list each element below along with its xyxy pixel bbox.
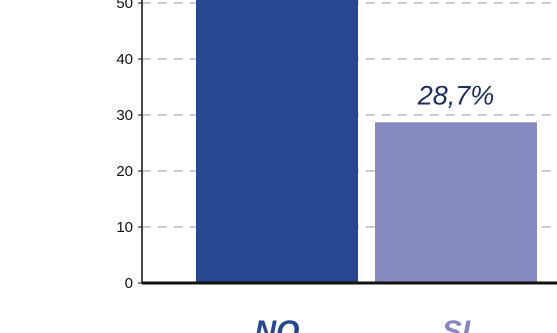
y-tick-label: 30 (116, 107, 133, 124)
bar-si (375, 122, 537, 283)
y-tick-label: 10 (116, 219, 133, 236)
bars (196, 0, 537, 283)
y-tick-label: 50 (116, 0, 133, 12)
y-tick-label: 40 (116, 51, 133, 68)
y-tick-label: 20 (116, 163, 133, 180)
axes (138, 0, 557, 285)
labels: 0 10 20 30 40 50 NO 28,7% SI (116, 0, 494, 333)
category-label: NO (255, 315, 300, 333)
data-label: 28,7% (417, 80, 495, 110)
y-tick-label: 0 (125, 275, 133, 292)
bar-no (196, 0, 358, 283)
category-label: SI (442, 315, 471, 333)
